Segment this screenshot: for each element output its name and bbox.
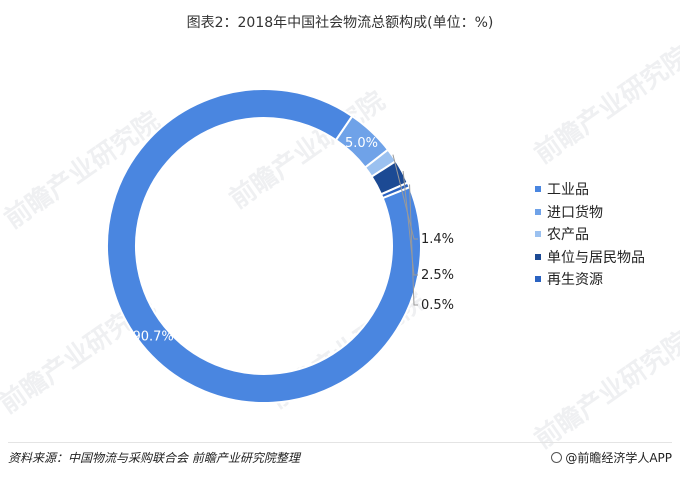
brand-label: @前瞻经济学人APP	[565, 451, 672, 465]
legend-swatch	[535, 231, 541, 238]
brand-credit: @前瞻经济学人APP	[551, 449, 672, 466]
label-leader-line	[392, 154, 418, 240]
donut-slice	[379, 181, 411, 200]
source-text: 资料来源：中国物流与采购联合会 前瞻产业研究院整理	[8, 451, 300, 465]
data-label: 2.5%	[421, 268, 454, 283]
legend-item: 农产品	[535, 223, 645, 246]
chart-title: 图表2：2018年中国社会物流总额构成(单位：%)	[186, 15, 494, 31]
legend-item: 再生资源	[535, 268, 645, 291]
legend-label: 再生资源	[547, 272, 603, 289]
legend-swatch	[535, 253, 541, 260]
legend-item: 进口货物	[535, 201, 645, 224]
data-labels: 90.7% 5.0% 1.4% 2.5% 0.5%	[132, 136, 454, 344]
legend-label: 进口货物	[547, 204, 603, 221]
data-label: 0.5%	[421, 298, 454, 313]
legend-label: 工业品	[547, 182, 589, 199]
legend-swatch	[535, 186, 541, 193]
data-label: 5.0%	[345, 136, 378, 151]
legend: 工业品进口货物农产品单位与居民物品 再生资源	[535, 178, 645, 291]
legend-item: 工业品	[535, 178, 645, 201]
donut-slice	[106, 88, 422, 404]
brand-logo-icon	[551, 452, 563, 463]
label-leader-line	[409, 184, 418, 306]
footer-divider	[8, 442, 672, 443]
data-label: 1.4%	[421, 232, 454, 247]
legend-label: 农产品	[547, 227, 589, 244]
label-leader-line	[402, 171, 418, 276]
data-label: 90.7%	[132, 329, 173, 344]
label-leaders	[392, 154, 418, 306]
legend-swatch	[535, 276, 541, 283]
legend-label: 单位与居民物品	[547, 249, 645, 266]
legend-item: 单位与居民物品	[535, 246, 645, 269]
donut-slices	[106, 88, 422, 404]
legend-swatch	[535, 208, 541, 215]
